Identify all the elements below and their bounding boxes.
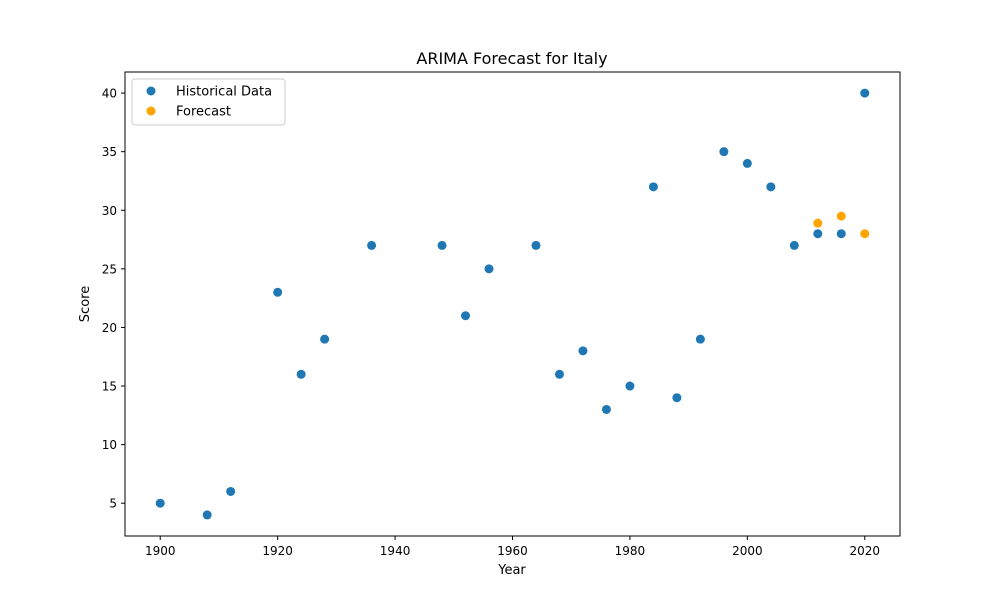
historical-data-point — [202, 510, 212, 520]
y-axis-label: Score — [78, 286, 93, 322]
axis-ticks: 1900 1920 1940 1960 1980 2000 2020 5 10 15 20 25 30 3… — [102, 87, 880, 558]
y-tick-label: 15 — [102, 380, 117, 394]
historical-data-point — [437, 240, 447, 250]
historical-data-point — [296, 369, 306, 379]
y-tick-label: 25 — [102, 262, 117, 276]
historical-data-point — [367, 240, 377, 250]
x-axis-label: Year — [497, 563, 526, 578]
historical-data-point — [531, 240, 541, 250]
x-tick-label: 1920 — [262, 544, 293, 558]
historical-data-point — [155, 498, 165, 508]
legend-label: Historical Data — [176, 85, 272, 100]
x-tick-label: 2020 — [849, 544, 880, 558]
legend-box — [131, 78, 286, 126]
legend-label: Forecast — [176, 105, 231, 120]
historical-data-point — [742, 158, 752, 168]
legend-marker — [146, 86, 156, 96]
legend: Historical Data Forecast — [131, 78, 286, 126]
data-points — [155, 88, 870, 520]
historical-data-point — [813, 229, 823, 239]
historical-data-point — [695, 334, 705, 344]
legend-marker — [146, 106, 156, 116]
historical-data-point — [273, 287, 283, 297]
historical-data-point — [789, 240, 799, 250]
x-tick-label: 2000 — [732, 544, 763, 558]
historical-data-point — [648, 182, 658, 192]
y-tick-label: 5 — [109, 497, 117, 511]
historical-data-point — [484, 264, 494, 274]
y-tick-label: 30 — [102, 204, 117, 218]
x-tick-label: 1960 — [497, 544, 528, 558]
y-tick-label: 40 — [102, 87, 117, 101]
x-tick-label: 1900 — [145, 544, 176, 558]
forecast-point — [860, 229, 870, 239]
historical-data-point — [766, 182, 776, 192]
historical-data-point — [719, 147, 729, 157]
historical-data-point — [320, 334, 330, 344]
historical-data-point — [226, 486, 236, 496]
forecast-point — [836, 211, 846, 221]
forecast-point — [813, 218, 823, 228]
historical-data-point — [601, 404, 611, 414]
historical-data-point — [860, 88, 870, 98]
y-tick-label: 10 — [102, 438, 117, 452]
y-tick-label: 20 — [102, 321, 117, 335]
historical-data-point — [672, 393, 682, 403]
y-tick-label: 35 — [102, 145, 117, 159]
historical-data-point — [625, 381, 635, 391]
historical-data-point — [554, 369, 564, 379]
chart-title: ARIMA Forecast for Italy — [416, 49, 607, 68]
historical-data-point — [578, 346, 588, 356]
x-tick-label: 1980 — [615, 544, 646, 558]
x-tick-label: 1940 — [380, 544, 411, 558]
historical-data-point — [461, 311, 471, 321]
historical-data-point — [836, 229, 846, 239]
plot-frame — [124, 71, 901, 537]
